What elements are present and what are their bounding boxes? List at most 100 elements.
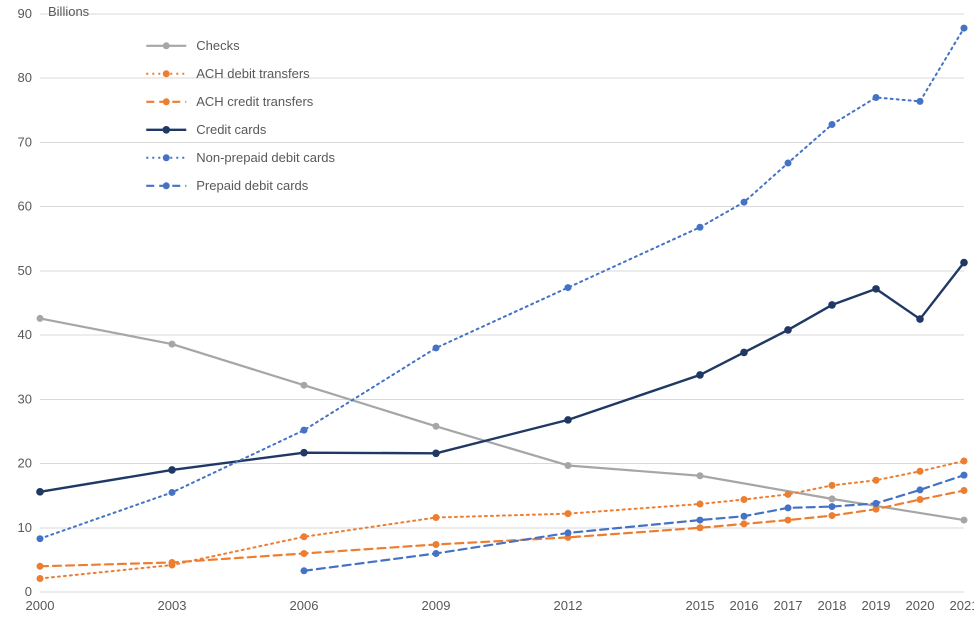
y-tick-label: 60: [18, 199, 32, 214]
x-tick-label: 2021: [950, 598, 974, 613]
series-marker-prepaid-debit: [785, 504, 792, 511]
legend-marker-credit-cards: [162, 126, 170, 134]
series-marker-credit-cards: [960, 259, 968, 267]
series-marker-ach-credit: [785, 517, 792, 524]
x-tick-label: 2015: [686, 598, 715, 613]
series-marker-ach-debit: [785, 491, 792, 498]
y-axis-unit-label: Billions: [48, 4, 90, 19]
series-marker-ach-credit: [169, 559, 176, 566]
legend-label-ach-credit: ACH credit transfers: [196, 94, 314, 109]
series-marker-non-prepaid-debit: [301, 427, 308, 434]
series-marker-ach-debit: [37, 575, 44, 582]
x-tick-label: 2003: [158, 598, 187, 613]
legend-label-credit-cards: Credit cards: [196, 122, 267, 137]
legend-label-ach-debit: ACH debit transfers: [196, 66, 310, 81]
series-marker-checks: [433, 423, 440, 430]
series-marker-credit-cards: [872, 285, 880, 293]
series-marker-prepaid-debit: [917, 486, 924, 493]
x-tick-label: 2018: [818, 598, 847, 613]
series-marker-ach-credit: [37, 563, 44, 570]
y-tick-label: 90: [18, 6, 32, 21]
series-marker-non-prepaid-debit: [829, 121, 836, 128]
legend-marker-non-prepaid-debit: [163, 154, 170, 161]
series-marker-ach-credit: [961, 487, 968, 494]
series-marker-ach-debit: [301, 533, 308, 540]
series-marker-checks: [37, 315, 44, 322]
series-marker-checks: [697, 472, 704, 479]
y-tick-label: 20: [18, 456, 32, 471]
series-marker-credit-cards: [432, 449, 440, 457]
series-marker-prepaid-debit: [873, 500, 880, 507]
series-marker-ach-debit: [433, 514, 440, 521]
y-tick-label: 50: [18, 263, 32, 278]
legend-marker-ach-debit: [163, 70, 170, 77]
y-tick-label: 40: [18, 327, 32, 342]
x-tick-label: 2017: [774, 598, 803, 613]
series-marker-prepaid-debit: [829, 503, 836, 510]
x-tick-label: 2016: [730, 598, 759, 613]
series-marker-ach-debit: [697, 501, 704, 508]
chart-svg: 0 10 20 30 40 50 60 70 80 90 2000 2003 2006 2009 2012 2…: [0, 0, 974, 620]
series-marker-non-prepaid-debit: [917, 98, 924, 105]
series-marker-checks: [961, 517, 968, 524]
series-marker-checks: [565, 462, 572, 469]
y-tick-label: 80: [18, 70, 32, 85]
series-marker-checks: [301, 382, 308, 389]
x-tick-label: 2000: [26, 598, 55, 613]
series-marker-credit-cards: [564, 416, 572, 424]
series-marker-non-prepaid-debit: [961, 25, 968, 32]
series-marker-credit-cards: [916, 315, 924, 323]
series-marker-non-prepaid-debit: [37, 535, 44, 542]
series-marker-ach-debit: [741, 496, 748, 503]
series-marker-credit-cards: [168, 466, 176, 474]
series-marker-prepaid-debit: [301, 567, 308, 574]
series-marker-ach-debit: [829, 482, 836, 489]
series-marker-prepaid-debit: [565, 529, 572, 536]
series-marker-ach-debit: [917, 468, 924, 475]
series-marker-non-prepaid-debit: [873, 94, 880, 101]
legend-label-prepaid-debit: Prepaid debit cards: [196, 178, 309, 193]
series-marker-credit-cards: [36, 488, 44, 496]
series-marker-non-prepaid-debit: [565, 284, 572, 291]
series-marker-prepaid-debit: [961, 472, 968, 479]
series-marker-ach-debit: [873, 477, 880, 484]
series-marker-non-prepaid-debit: [433, 344, 440, 351]
series-marker-credit-cards: [828, 301, 836, 309]
series-marker-checks: [829, 495, 836, 502]
series-marker-ach-debit: [961, 457, 968, 464]
series-marker-checks: [169, 341, 176, 348]
y-tick-label: 0: [25, 584, 32, 599]
legend-marker-checks: [163, 42, 170, 49]
legend-label-non-prepaid-debit: Non-prepaid debit cards: [196, 150, 335, 165]
series-marker-non-prepaid-debit: [785, 159, 792, 166]
series-marker-ach-credit: [697, 524, 704, 531]
series-marker-ach-credit: [433, 541, 440, 548]
y-tick-label: 10: [18, 520, 32, 535]
series-marker-ach-debit: [565, 510, 572, 517]
legend-marker-ach-credit: [163, 98, 170, 105]
legend-marker-prepaid-debit: [163, 182, 170, 189]
series-marker-credit-cards: [300, 449, 308, 457]
series-marker-credit-cards: [784, 326, 792, 334]
series-marker-non-prepaid-debit: [741, 199, 748, 206]
series-marker-prepaid-debit: [741, 513, 748, 520]
x-tick-label: 2012: [554, 598, 583, 613]
y-tick-label: 70: [18, 134, 32, 149]
series-marker-ach-credit: [917, 496, 924, 503]
series-marker-ach-credit: [829, 512, 836, 519]
series-marker-non-prepaid-debit: [697, 224, 704, 231]
series-marker-non-prepaid-debit: [169, 489, 176, 496]
series-marker-ach-credit: [301, 550, 308, 557]
y-tick-label: 30: [18, 391, 32, 406]
x-tick-label: 2009: [422, 598, 451, 613]
x-tick-label: 2006: [290, 598, 319, 613]
series-marker-credit-cards: [740, 349, 748, 357]
legend-label-checks: Checks: [196, 38, 240, 53]
series-marker-credit-cards: [696, 371, 704, 379]
x-tick-label: 2019: [862, 598, 891, 613]
series-marker-prepaid-debit: [433, 550, 440, 557]
x-tick-label: 2020: [906, 598, 935, 613]
payments-line-chart: 0 10 20 30 40 50 60 70 80 90 2000 2003 2006 2009 2012 2…: [0, 0, 974, 620]
series-marker-prepaid-debit: [697, 517, 704, 524]
series-marker-ach-credit: [741, 520, 748, 527]
